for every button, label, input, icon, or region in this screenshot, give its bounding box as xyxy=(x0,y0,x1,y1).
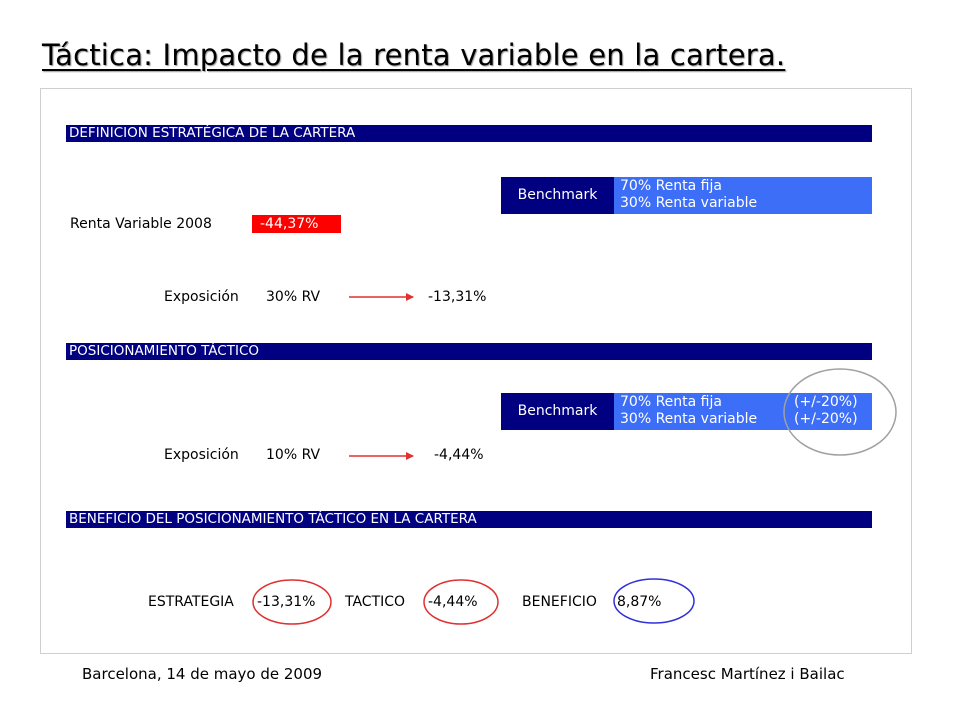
renta-variable-label: Renta Variable 2008 xyxy=(70,216,212,232)
exposicion-label: Exposición xyxy=(164,447,239,463)
footer-author: Francesc Martínez i Bailac xyxy=(650,665,845,683)
benchmark-box-estrategico: Benchmark 70% Renta fija 30% Renta varia… xyxy=(501,177,872,214)
slide-title: Táctica: Impacto de la renta variable en… xyxy=(42,38,786,72)
benchmark-label: Benchmark xyxy=(501,177,614,214)
tactico-value: -4,44% xyxy=(428,594,478,610)
estrategia-label: ESTRATEGIA xyxy=(148,594,234,610)
exposicion-result: -13,31% xyxy=(428,289,487,305)
benchmark-range-variable: (+/-20%) xyxy=(794,411,858,427)
benchmark-renta-fija: 70% Renta fija (+/-20%) xyxy=(620,394,872,411)
content-frame xyxy=(40,88,912,654)
benchmark-renta-fija: 70% Renta fija xyxy=(620,178,722,194)
benchmark-renta-variable: 30% Renta variable (+/-20%) xyxy=(620,411,872,428)
benchmark-values: 70% Renta fija (+/-20%) 30% Renta variab… xyxy=(614,393,872,430)
exposicion-rv: 10% RV xyxy=(266,447,321,463)
exposicion-label: Exposición xyxy=(164,289,239,305)
benchmark-renta-fija-text: 70% Renta fija xyxy=(620,394,722,410)
tactico-label: TACTICO xyxy=(345,594,406,610)
footer-location-date: Barcelona, 14 de mayo de 2009 xyxy=(82,665,323,683)
estrategia-value: -13,31% xyxy=(257,594,316,610)
exposicion-result: -4,44% xyxy=(434,447,484,463)
benchmark-renta-variable: 30% Renta variable xyxy=(620,195,758,211)
benchmark-range-fija: (+/-20%) xyxy=(794,394,858,410)
benchmark-renta-variable-text: 30% Renta variable xyxy=(620,411,758,427)
beneficio-label: BENEFICIO xyxy=(522,594,597,610)
section-header-estrategica: DEFINICION ESTRATÉGICA DE LA CARTERA xyxy=(66,125,872,142)
section-header-beneficio: BENEFICIO DEL POSICIONAMIENTO TÁCTICO EN… xyxy=(66,511,872,528)
renta-variable-value: -44,37% xyxy=(252,215,341,233)
beneficio-value: 8,87% xyxy=(617,594,662,610)
benchmark-values: 70% Renta fija 30% Renta variable xyxy=(614,177,872,214)
benchmark-box-tactico: Benchmark 70% Renta fija (+/-20%) 30% Re… xyxy=(501,393,872,430)
exposicion-rv: 30% RV xyxy=(266,289,321,305)
section-header-tactico: POSICIONAMIENTO TÁCTICO xyxy=(66,343,872,360)
benchmark-label: Benchmark xyxy=(501,393,614,430)
